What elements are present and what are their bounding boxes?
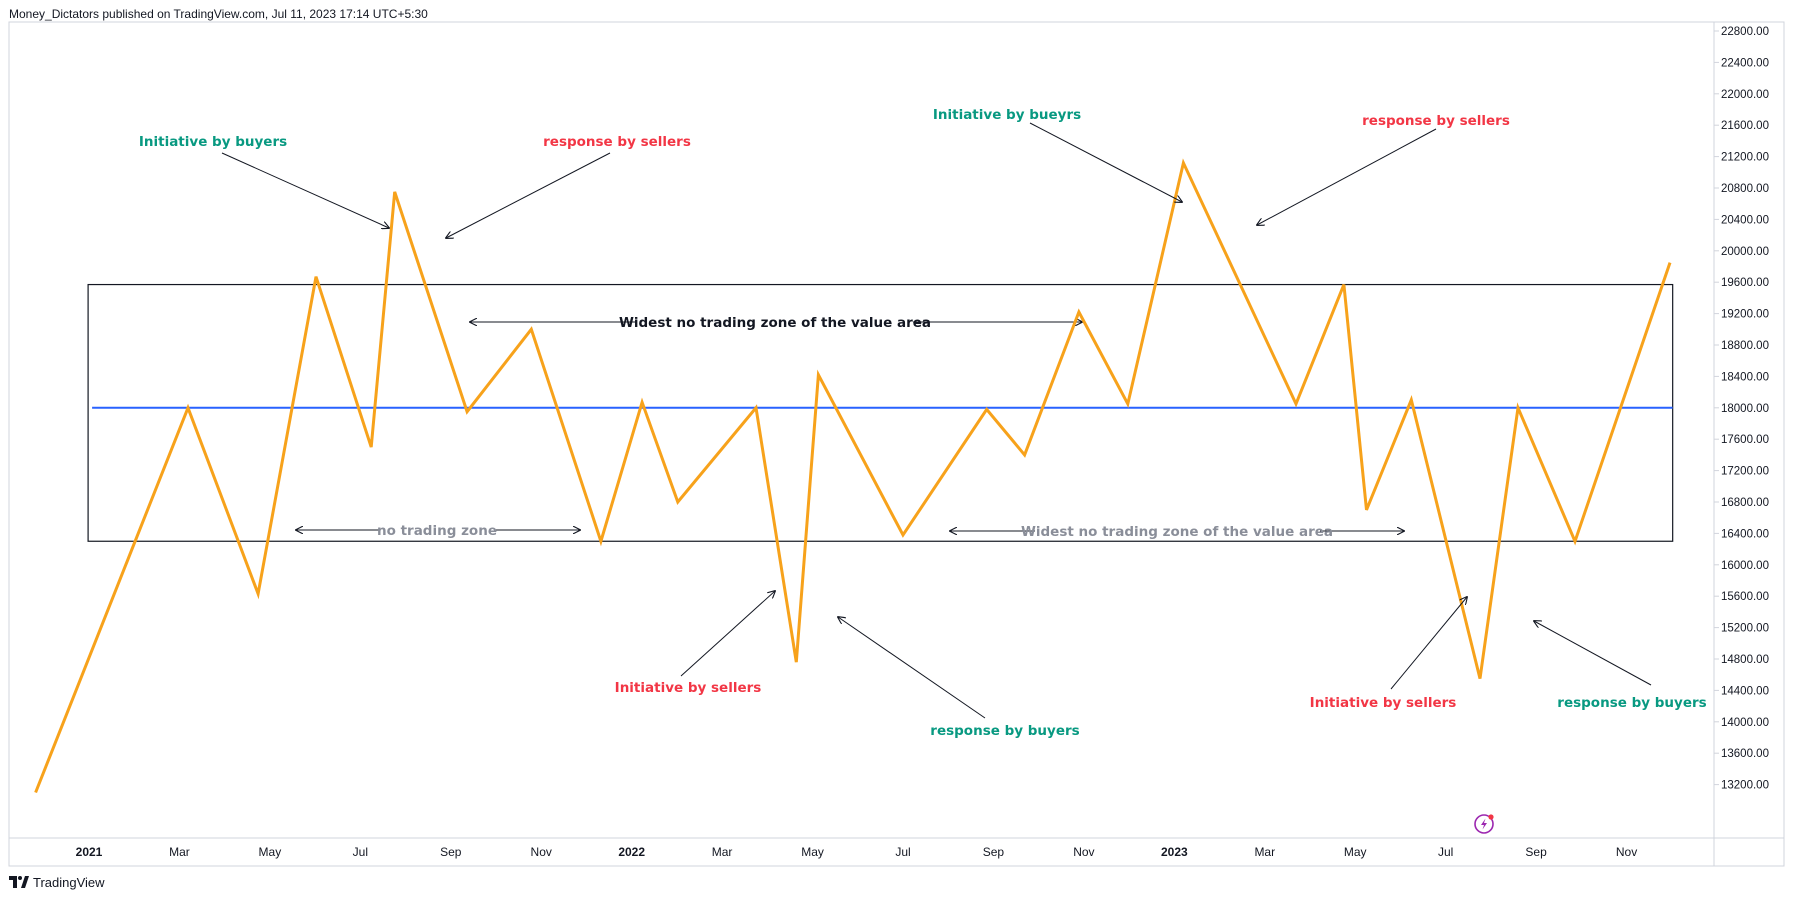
price-tick-label: 22400.00 bbox=[1721, 57, 1769, 69]
arrow-initiative-sellers-2[interactable] bbox=[1390, 597, 1467, 690]
price-tick-label: 16000.00 bbox=[1721, 560, 1769, 572]
time-tick-label: Jul bbox=[353, 845, 368, 859]
price-tick-label: 17600.00 bbox=[1721, 434, 1769, 446]
time-tick-label: 2021 bbox=[76, 845, 103, 859]
time-axis[interactable]: 2021 Mar May Jul Sep Nov 2022 Mar May Jul Sep Nov 20… bbox=[76, 845, 1638, 859]
zone-label-widest-bottom: Widest no trading zone of the value area bbox=[1021, 524, 1333, 540]
label-response-sellers-1: response by sellers bbox=[543, 134, 691, 150]
price-tick-label: 19600.00 bbox=[1721, 277, 1769, 289]
time-tick-label: Jul bbox=[895, 845, 910, 859]
value-area-box[interactable] bbox=[87, 283, 1674, 542]
time-tick-label: Nov bbox=[1616, 845, 1637, 859]
label-initiative-sellers-2: Initiative by sellers bbox=[1310, 695, 1457, 711]
price-axis[interactable]: 13200.00 13600.00 14000.00 14400.00 14800.00… bbox=[1714, 26, 1769, 792]
time-tick-label: 2022 bbox=[618, 845, 645, 859]
label-initiative-buyers-1: Initiative by buyers bbox=[139, 134, 287, 150]
zone-label-no-trading: no trading zone bbox=[377, 523, 497, 539]
price-tick-label: 18000.00 bbox=[1721, 403, 1769, 415]
price-tick-label: 13600.00 bbox=[1721, 748, 1769, 760]
price-line[interactable] bbox=[34, 158, 1672, 794]
price-tick-label: 21600.00 bbox=[1721, 120, 1769, 132]
price-tick-label: 18800.00 bbox=[1721, 340, 1769, 352]
tradingview-logo-icon bbox=[9, 876, 29, 888]
price-tick-label: 18400.00 bbox=[1721, 371, 1769, 383]
time-tick-label: 2023 bbox=[1161, 845, 1188, 859]
time-tick-label: Mar bbox=[1254, 845, 1275, 859]
label-initiative-sellers-1: Initiative by sellers bbox=[615, 680, 762, 696]
label-initiative-buyers-2: Initiative by bueyrs bbox=[933, 107, 1081, 123]
price-tick-label: 20400.00 bbox=[1721, 214, 1769, 226]
label-response-buyers-1: response by buyers bbox=[930, 723, 1079, 739]
arrow-response-sellers-1[interactable] bbox=[446, 152, 611, 238]
time-tick-label: Sep bbox=[1525, 845, 1547, 859]
arrow-initiative-sellers-1[interactable] bbox=[680, 591, 775, 677]
price-tick-label: 22800.00 bbox=[1721, 26, 1769, 38]
price-tick-label: 15200.00 bbox=[1721, 623, 1769, 635]
time-tick-label: May bbox=[259, 845, 282, 859]
arrow-initiative-buyers-2[interactable] bbox=[1029, 122, 1182, 202]
price-tick-label: 15600.00 bbox=[1721, 591, 1769, 603]
zone-label-widest-top: Widest no trading zone of the value area bbox=[619, 315, 931, 331]
label-response-sellers-2: response by sellers bbox=[1362, 113, 1510, 129]
price-tick-label: 20800.00 bbox=[1721, 183, 1769, 195]
price-tick-label: 20000.00 bbox=[1721, 246, 1769, 258]
price-tick-label: 19200.00 bbox=[1721, 309, 1769, 321]
time-tick-label: Sep bbox=[983, 845, 1005, 859]
price-tick-label: 13200.00 bbox=[1721, 780, 1769, 792]
time-tick-label: Nov bbox=[1073, 845, 1094, 859]
time-tick-label: May bbox=[1344, 845, 1367, 859]
tradingview-brand-text: TradingView bbox=[33, 874, 105, 890]
price-tick-label: 14000.00 bbox=[1721, 717, 1769, 729]
tradingview-logo[interactable]: TradingView bbox=[9, 874, 105, 890]
arrow-initiative-buyers-1[interactable] bbox=[221, 152, 389, 228]
time-tick-label: Nov bbox=[531, 845, 552, 859]
time-tick-label: Mar bbox=[712, 845, 733, 859]
arrow-response-buyers-1[interactable] bbox=[838, 617, 986, 719]
arrow-response-buyers-2[interactable] bbox=[1534, 621, 1652, 686]
price-tick-label: 14800.00 bbox=[1721, 654, 1769, 666]
time-tick-label: May bbox=[801, 845, 824, 859]
label-response-buyers-2: response by buyers bbox=[1557, 695, 1706, 711]
price-tick-label: 17200.00 bbox=[1721, 466, 1769, 478]
price-tick-label: 14400.00 bbox=[1721, 685, 1769, 697]
arrow-response-sellers-2[interactable] bbox=[1257, 128, 1437, 225]
price-tick-label: 22000.00 bbox=[1721, 89, 1769, 101]
time-tick-label: Sep bbox=[440, 845, 462, 859]
price-tick-label: 16800.00 bbox=[1721, 497, 1769, 509]
price-tick-label: 16400.00 bbox=[1721, 528, 1769, 540]
time-tick-label: Jul bbox=[1438, 845, 1453, 859]
lightning-icon[interactable] bbox=[1474, 814, 1494, 834]
plot-frame bbox=[8, 21, 1785, 867]
time-tick-label: Mar bbox=[169, 845, 190, 859]
price-tick-label: 21200.00 bbox=[1721, 152, 1769, 164]
publisher-header: Money_Dictators published on TradingView… bbox=[9, 7, 428, 21]
